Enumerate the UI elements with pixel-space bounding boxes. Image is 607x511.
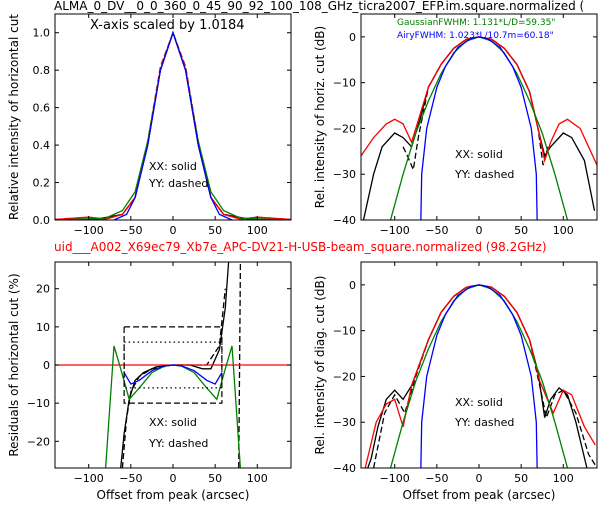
- x-tick-label: −50: [425, 472, 448, 485]
- annotation-text: GaussianFWHM: 1.131*L/D=59.35": [397, 18, 555, 28]
- y-tick-label: 0.8: [33, 64, 51, 77]
- x-tick-label: 100: [553, 224, 574, 237]
- annotation-text: XX: solid: [455, 396, 503, 409]
- series-group: [55, 262, 291, 468]
- series-line-blue-solid: [113, 30, 233, 220]
- x-tick-label: −100: [74, 472, 104, 485]
- x-tick-label: −50: [119, 472, 142, 485]
- y-tick-label: 0: [349, 31, 356, 44]
- y-tick-label: 20: [36, 283, 50, 296]
- series-line-red-dashed: [55, 30, 291, 220]
- series-line-blue-solid: [123, 364, 223, 385]
- series-line-red-solid: [55, 30, 291, 220]
- series-line-black-solid: [55, 30, 291, 220]
- x-tick-label: 100: [247, 472, 268, 485]
- annotation-text: XX: solid: [149, 416, 197, 429]
- series-group: [364, 284, 597, 468]
- series-line-green-solid: [55, 30, 291, 220]
- y-tick-label: 0.6: [33, 102, 51, 115]
- x-tick-label: −50: [119, 224, 142, 237]
- annotation-text: XX: solid: [455, 148, 503, 161]
- y-tick-label: −20: [333, 370, 356, 383]
- x-tick-label: 0: [476, 472, 483, 485]
- y-axis-label: Rel. intensity of diag. cut (dB): [313, 276, 327, 455]
- series-group: [361, 36, 597, 220]
- y-tick-label: 1.0: [33, 27, 51, 40]
- x-tick-label: 0: [170, 224, 177, 237]
- series-line-blue-solid: [420, 36, 538, 220]
- y-tick-label: −20: [333, 122, 356, 135]
- x-tick-label: 50: [208, 224, 222, 237]
- figure-title-top: ALMA_0_DV__0_0_360_0_45_90_92_100_108_GH…: [54, 0, 584, 13]
- y-tick-label: −10: [27, 397, 50, 410]
- series-line-black-dashed: [55, 30, 291, 220]
- annotation-text: YY: dashed: [148, 177, 208, 190]
- series-line-blue-solid: [420, 284, 538, 468]
- x-tick-label: 100: [553, 472, 574, 485]
- x-tick-label: −100: [380, 472, 410, 485]
- figure-title-middle: uid___A002_X69ec79_Xb7e_APC-DV21-H-USB-b…: [54, 240, 547, 254]
- annotation-text: YY: dashed: [454, 416, 514, 429]
- annotation-text: YY: dashed: [148, 437, 208, 450]
- x-tick-label: −50: [425, 224, 448, 237]
- y-tick-label: −30: [333, 168, 356, 181]
- y-tick-label: −10: [333, 77, 356, 90]
- y-tick-label: 10: [36, 321, 50, 334]
- y-tick-label: −40: [333, 214, 356, 227]
- y-tick-label: −20: [27, 435, 50, 448]
- x-tick-label: 100: [247, 224, 268, 237]
- x-tick-label: −100: [380, 224, 410, 237]
- x-tick-label: 0: [170, 472, 177, 485]
- axes-frame: [360, 261, 598, 469]
- panel-horizontal-cut-linear: −100 −50 0 50 100 0.0 0.2 0.4 0.6 0.8 1.0 Relative …: [7, 13, 292, 237]
- y-tick-label: −40: [333, 462, 356, 475]
- x-tick-label: 50: [514, 224, 528, 237]
- y-tick-label: 0.0: [33, 214, 51, 227]
- annotation-text: YY: dashed: [454, 168, 514, 181]
- x-tick-label: 50: [514, 472, 528, 485]
- y-axis-label: Residuals of horizontal cut (%): [7, 273, 21, 456]
- axes-frame: [360, 13, 598, 221]
- limit-box-dashed: [123, 326, 223, 404]
- y-axis-label: Rel. intensity of horiz. cut (dB): [313, 26, 327, 208]
- x-axis-label: Offset from peak (arcsec): [97, 488, 250, 502]
- annotation-text: AiryFWHM: 1.023*L/10.7m=60.18": [397, 31, 554, 41]
- y-tick-label: 0.2: [33, 177, 51, 190]
- series-line-black-solid: [367, 284, 588, 468]
- annotation-text: XX: solid: [149, 160, 197, 173]
- y-tick-label: 0: [349, 279, 356, 292]
- y-tick-label: −10: [333, 325, 356, 338]
- y-tick-label: 0.4: [33, 139, 51, 152]
- series-line-red-solid: [364, 284, 596, 468]
- x-tick-label: 0: [476, 224, 483, 237]
- x-tick-label: 50: [208, 472, 222, 485]
- series-line-black-dashed: [372, 284, 597, 468]
- y-tick-label: −30: [333, 416, 356, 429]
- x-tick-label: −100: [74, 224, 104, 237]
- series-line-red-solid: [361, 36, 597, 166]
- x-axis-label: Offset from peak (arcsec): [403, 488, 556, 502]
- y-axis-label: Relative intensity of horizontal cut: [7, 14, 21, 220]
- series-group: [55, 30, 291, 220]
- annotation-text: X-axis scaled by 1.0184: [90, 18, 245, 33]
- y-tick-label: 0: [43, 359, 50, 372]
